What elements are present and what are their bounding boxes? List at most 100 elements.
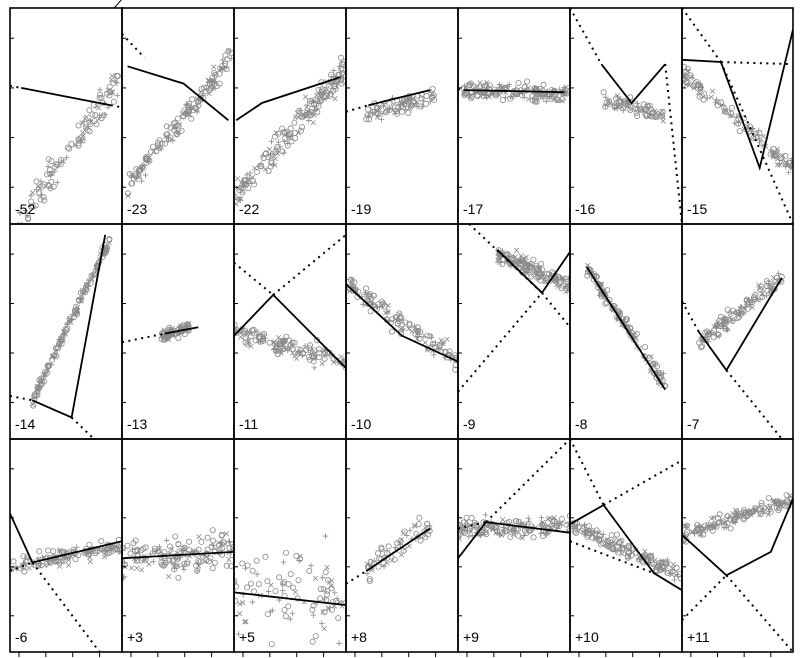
data-point [771, 152, 778, 159]
data-point [297, 556, 304, 563]
data-point [295, 577, 302, 584]
data-point [83, 284, 90, 291]
data-point [564, 88, 570, 94]
data-point [284, 142, 291, 149]
data-point [100, 112, 107, 119]
data-point [539, 87, 546, 94]
data-point [296, 107, 303, 114]
data-point [86, 128, 93, 135]
data-point [600, 89, 607, 96]
data-point [316, 349, 323, 356]
data-point [150, 558, 157, 565]
data-point [446, 348, 453, 355]
data-point [220, 60, 227, 67]
data-point [322, 533, 329, 539]
panel-plot-area [584, 262, 669, 391]
data-point [634, 113, 641, 120]
data-point [715, 331, 722, 338]
data-point [57, 161, 64, 168]
data-point [534, 276, 540, 282]
data-point [407, 527, 413, 534]
data-point [229, 544, 234, 550]
data-point [350, 287, 357, 294]
data-point [257, 338, 264, 345]
data-point [38, 178, 44, 185]
panels-layer: -52 -23 -22 -19 -17 -16 -15 -14 -13 -11 -10 -9 -8 -7 -… [9, 0, 794, 657]
data-point [332, 96, 338, 102]
panel-plot-area [346, 86, 438, 123]
data-point [146, 157, 153, 164]
data-point [406, 322, 413, 329]
data-point [711, 323, 717, 330]
data-point [114, 92, 121, 99]
data-point [543, 522, 549, 529]
data-point [533, 98, 540, 105]
data-point [649, 552, 655, 558]
data-point [626, 329, 633, 336]
panel-label: -6 [15, 629, 28, 645]
data-point [295, 350, 301, 356]
data-point [169, 546, 175, 552]
data-point [696, 93, 703, 100]
data-point [45, 363, 52, 370]
data-point [196, 559, 203, 566]
data-point [624, 316, 631, 323]
data-point [474, 92, 481, 99]
data-point [48, 158, 55, 165]
data-point [765, 511, 771, 518]
panel--52: -52 [9, 7, 123, 225]
data-point [501, 528, 508, 534]
data-point [282, 549, 289, 556]
data-point [90, 272, 97, 279]
panel-+5: +5 [233, 438, 347, 657]
data-point [371, 558, 378, 564]
data-point [652, 557, 658, 563]
data-point [48, 356, 55, 363]
data-point [289, 610, 296, 617]
data-point [149, 143, 156, 150]
data-point [736, 514, 742, 520]
data-point [56, 563, 62, 569]
data-point [370, 302, 377, 309]
data-point [291, 339, 298, 346]
data-point [496, 92, 502, 98]
data-point [755, 127, 762, 134]
data-point [438, 337, 444, 343]
data-point [228, 55, 234, 62]
data-point [466, 533, 472, 540]
data-point [35, 562, 42, 569]
data-point [170, 557, 177, 564]
data-point [767, 287, 773, 293]
data-point [138, 178, 145, 184]
data-point [415, 521, 422, 528]
data-point [76, 137, 83, 144]
panel--9: -9 [457, 223, 571, 440]
data-point [466, 527, 473, 534]
data-point [264, 611, 271, 618]
data-point [209, 527, 216, 534]
data-point [226, 556, 232, 563]
data-point [735, 309, 742, 316]
data-point [691, 80, 698, 87]
data-point [175, 541, 182, 548]
data-point [744, 123, 751, 129]
data-point [61, 328, 67, 334]
data-point [299, 124, 306, 131]
data-point [412, 523, 418, 529]
data-point [659, 566, 665, 573]
data-point [268, 582, 274, 588]
data-point [521, 94, 527, 101]
data-point [540, 519, 546, 526]
data-point [86, 107, 93, 114]
data-point [376, 555, 383, 562]
data-point [584, 272, 591, 279]
data-point [585, 530, 592, 537]
data-point [701, 528, 707, 534]
fit-line [32, 234, 107, 419]
data-point [280, 559, 287, 565]
data-point [721, 109, 727, 115]
data-point [736, 128, 743, 135]
data-point [112, 546, 119, 553]
data-point [316, 354, 323, 361]
extension-line [719, 61, 793, 224]
